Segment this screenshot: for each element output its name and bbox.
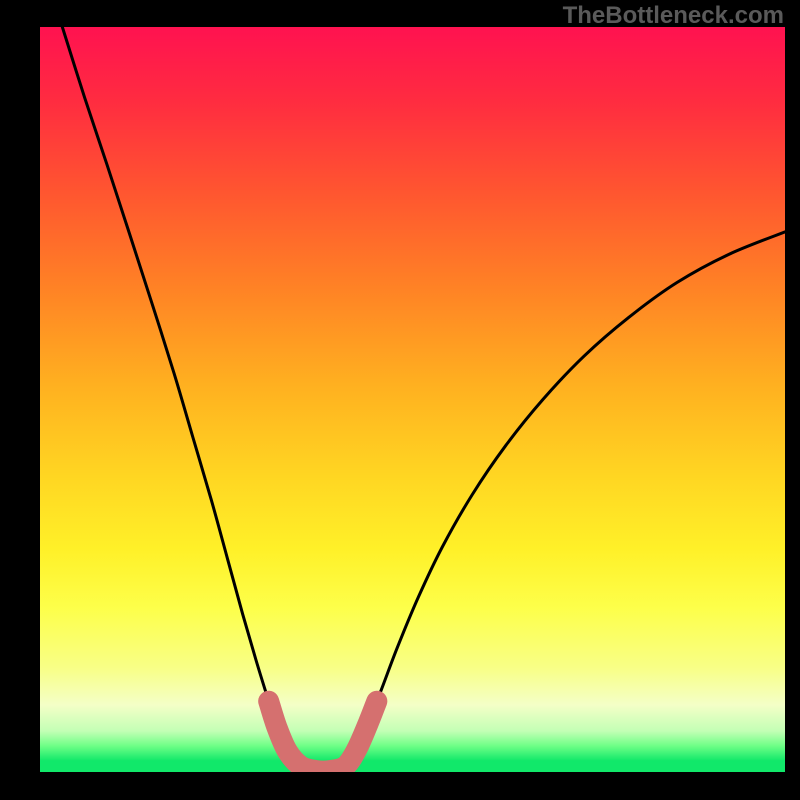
gradient-background — [40, 27, 785, 772]
plot-svg — [40, 27, 785, 772]
watermark-text: TheBottleneck.com — [563, 2, 784, 30]
stage: TheBottleneck.com — [0, 0, 800, 800]
plot-area — [40, 27, 785, 772]
